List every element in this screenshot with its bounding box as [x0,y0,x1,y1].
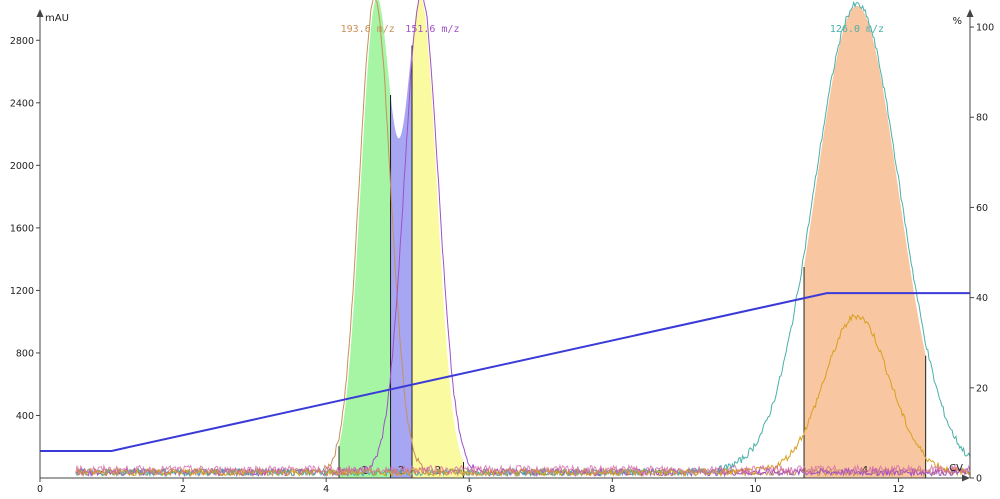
x-axis-label: CV [949,463,963,474]
y-axis-right-arrow [966,9,974,17]
y-left-tick-label: 1600 [10,223,34,234]
y-left-tick-label: 2000 [10,161,34,172]
x-tick-label: 10 [749,484,761,495]
x-tick-label: 4 [323,484,329,495]
y-right-tick-label: 80 [976,113,988,124]
axes: mAU % CV [36,9,974,482]
y-right-tick-label: 100 [976,23,994,34]
fraction-4-area [804,5,926,478]
x-tick-label: 2 [180,484,186,495]
gradient-line [40,292,970,452]
y-right-tick-label: 20 [976,383,988,394]
y-left-tick-label: 1200 [10,286,34,297]
y-right-tick-label: 60 [976,203,988,214]
fraction-1-area [339,0,391,478]
trace-label-3: 126.0 m/z [830,24,884,35]
fraction-2-area [390,45,412,479]
x-tick-label: 0 [37,484,43,495]
ms-traces [75,0,971,478]
y-right-unit-label: % [952,16,962,27]
y-left-tick-label: 2400 [10,98,34,109]
y-left-tick-label: 400 [16,411,34,422]
y-right-tick-label: 0 [976,474,982,485]
y-left-unit-label: mAU [45,13,69,24]
annotations: 193.6 m/z 151.6 m/z 126.0 m/z [341,24,884,35]
y-right-tick-label: 40 [976,293,988,304]
y-left-tick-label: 2800 [10,36,34,47]
y-axis-left-arrow [36,9,44,17]
x-axis-arrow [962,474,970,482]
trace-label-1: 193.6 m/z [341,24,395,35]
tick-labels: 0 2 4 6 8 10 12 400 800 1200 1600 2000 2400 2800 0 20 40… [10,23,994,495]
ms-trace-baseline [75,463,971,476]
x-tick-label: 8 [609,484,615,495]
fraction-3-area [412,0,464,478]
y-left-tick-label: 800 [16,348,34,359]
trace-label-2: 151.6 m/z [405,24,459,35]
x-tick-label: 12 [892,484,904,495]
x-tick-label: 6 [466,484,472,495]
ms-trace-4 [75,313,971,478]
gradient-line-group [40,292,970,452]
